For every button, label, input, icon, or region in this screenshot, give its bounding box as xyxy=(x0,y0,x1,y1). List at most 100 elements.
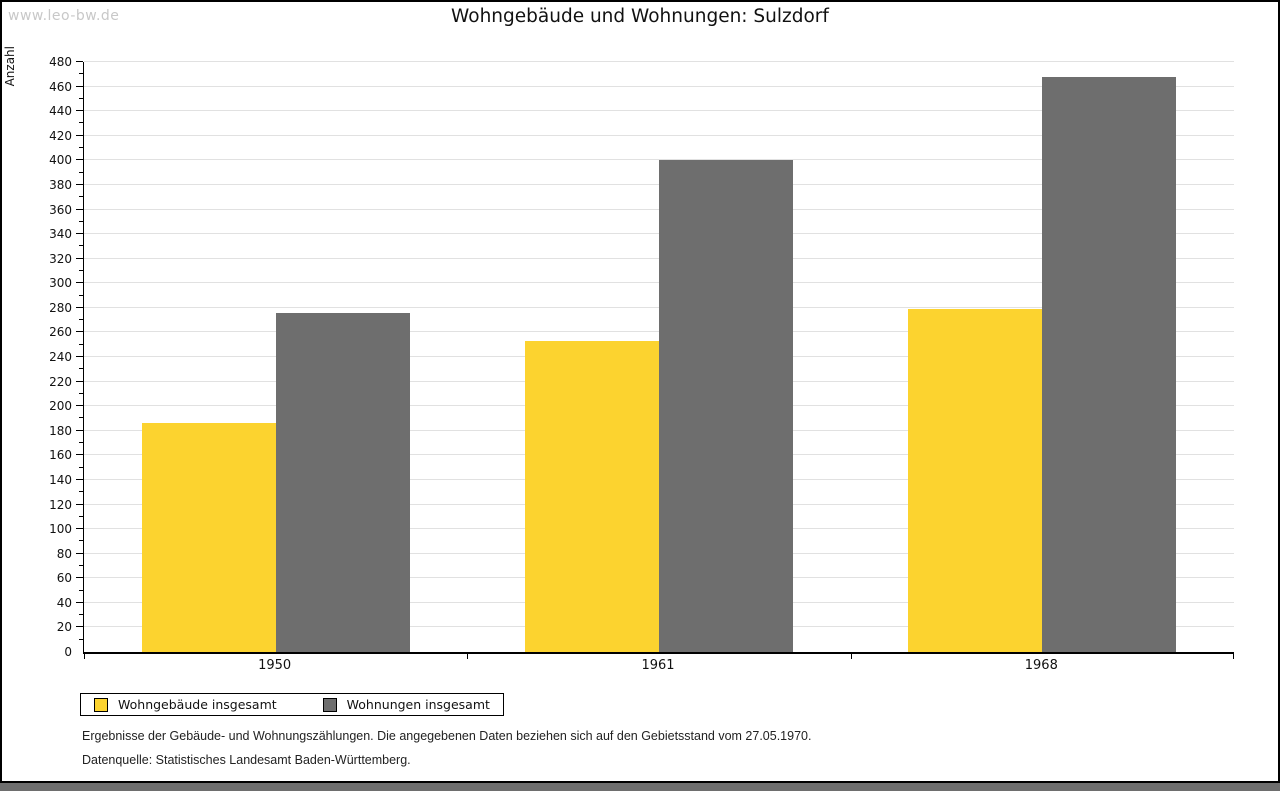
legend: Wohngebäude insgesamt Wohnungen insgesamt xyxy=(80,693,504,716)
y-axis-tick-labels: 0 20 40 60 80 100 120 140 160 180 200 220 240 260 280 3… xyxy=(30,55,78,659)
y-axis-major-tick xyxy=(76,233,83,235)
y-tick-label: 480 xyxy=(49,55,72,69)
bar-wohngebäude-1968 xyxy=(908,309,1043,652)
x-axis-separator-tick xyxy=(850,654,852,659)
y-axis-minor-tick xyxy=(79,97,83,99)
y-tick-label: 160 xyxy=(49,448,72,463)
bar-group-1968 xyxy=(851,62,1234,652)
y-tick-label: 260 xyxy=(49,325,72,340)
footnote-source-note: Ergebnisse der Gebäude- und Wohnungszähl… xyxy=(82,729,812,743)
y-tick-label: 220 xyxy=(49,374,72,389)
category-label-1950: 1950 xyxy=(258,658,292,673)
chart-title: Wohngebäude und Wohnungen: Sulzdorf xyxy=(451,6,829,27)
footnote-data-source: Datenquelle: Statistisches Landesamt Bad… xyxy=(82,753,411,767)
y-tick-label: 340 xyxy=(49,227,72,242)
gridline xyxy=(84,110,1234,112)
x-axis-category-labels: 1950 1961 1968 xyxy=(83,658,1233,673)
legend-item: Wohnungen insgesamt xyxy=(322,697,490,712)
bar-wohnungen-1950 xyxy=(275,312,410,652)
y-tick-label: 400 xyxy=(49,153,72,168)
y-axis-major-tick xyxy=(76,257,83,259)
y-tick-label: 140 xyxy=(49,472,72,487)
y-axis-minor-tick xyxy=(79,417,83,419)
y-axis-major-tick xyxy=(76,356,83,357)
category-label-1968: 1968 xyxy=(1024,658,1058,673)
legend-item: Wohngebäude insgesamt xyxy=(94,697,277,712)
y-tick-label: 460 xyxy=(49,79,72,94)
y-axis-label: Anzahl xyxy=(3,46,17,87)
y-axis-minor-tick xyxy=(79,343,83,345)
y-tick-label: 120 xyxy=(49,497,72,512)
y-axis-major-tick xyxy=(76,478,83,480)
y-axis-minor-tick xyxy=(79,466,83,468)
y-axis-minor-tick xyxy=(79,319,83,321)
y-axis-major-tick xyxy=(76,85,83,87)
y-axis-minor-tick xyxy=(79,638,83,640)
y-axis-major-tick xyxy=(76,380,83,382)
x-axis-separator-tick xyxy=(467,654,469,659)
bar-group-1950 xyxy=(84,62,467,652)
y-axis-major-tick xyxy=(76,528,83,530)
y-axis-major-tick xyxy=(76,429,83,431)
y-axis-major-tick xyxy=(76,183,83,185)
legend-label: Wohngebäude insgesamt xyxy=(118,697,277,712)
y-axis-minor-tick xyxy=(79,540,83,542)
bar-wohnungen-1961 xyxy=(658,160,793,652)
gridline xyxy=(84,159,1234,161)
y-tick-label: 80 xyxy=(56,546,72,561)
bar-wohngebäude-1961 xyxy=(524,341,659,652)
y-axis-minor-tick xyxy=(79,220,83,222)
bar-wohngebäude-1950 xyxy=(141,423,276,652)
y-axis-minor-tick xyxy=(79,294,83,296)
y-tick-label: 240 xyxy=(49,350,72,364)
y-tick-label: 60 xyxy=(56,571,72,586)
y-axis-minor-tick xyxy=(79,171,83,173)
y-axis-minor-tick xyxy=(79,73,83,75)
y-axis-major-tick xyxy=(76,626,83,628)
y-tick-label: 440 xyxy=(49,104,72,119)
bars-area xyxy=(84,62,1234,652)
x-axis-separator-tick xyxy=(84,654,85,659)
y-tick-label: 320 xyxy=(49,251,72,266)
watermark: www.leo-bw.de xyxy=(8,8,120,24)
y-axis-major-tick xyxy=(76,577,83,579)
y-axis-major-tick xyxy=(76,503,83,505)
y-axis-minor-tick xyxy=(79,442,83,444)
y-axis-minor-tick xyxy=(79,614,83,616)
y-axis-minor-tick xyxy=(79,147,83,149)
y-axis-major-tick xyxy=(76,552,83,554)
legend-swatch xyxy=(94,697,108,712)
y-tick-label: 0 xyxy=(64,645,72,659)
y-axis-minor-tick xyxy=(79,368,83,370)
legend-label: Wohnungen insgesamt xyxy=(346,697,490,712)
y-tick-label: 360 xyxy=(49,202,72,217)
y-axis-major-tick xyxy=(76,110,83,112)
y-tick-label: 380 xyxy=(49,177,72,192)
y-axis-minor-tick xyxy=(79,269,83,271)
y-axis-major-tick xyxy=(76,405,83,407)
y-tick-label: 300 xyxy=(49,276,72,291)
y-axis-minor-tick xyxy=(79,122,83,124)
y-tick-label: 200 xyxy=(49,399,72,414)
y-tick-label: 280 xyxy=(49,300,72,315)
y-tick-label: 40 xyxy=(56,595,72,610)
y-axis-major-tick xyxy=(76,208,83,210)
y-tick-label: 420 xyxy=(49,128,72,143)
y-axis-minor-tick xyxy=(79,245,83,247)
y-axis-minor-tick xyxy=(79,589,83,591)
y-axis-major-tick xyxy=(76,331,83,333)
y-tick-label: 180 xyxy=(49,423,72,438)
y-axis-major-tick xyxy=(76,454,83,456)
gridline xyxy=(84,85,1234,87)
y-axis-major-tick xyxy=(76,282,83,284)
bar-group-1961 xyxy=(467,62,850,652)
y-axis-major-tick xyxy=(76,601,83,603)
legend-swatch xyxy=(322,697,337,712)
category-label-1961: 1961 xyxy=(641,658,675,673)
bar-wohnungen-1968 xyxy=(1042,76,1177,652)
y-axis-major-tick xyxy=(76,159,83,161)
y-axis-minor-tick xyxy=(79,515,83,517)
gridline xyxy=(84,61,1234,62)
y-axis-minor-tick xyxy=(79,491,83,493)
y-axis-major-tick xyxy=(76,134,83,136)
